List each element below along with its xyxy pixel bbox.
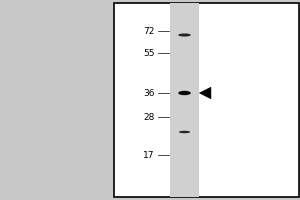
Bar [114,3,298,197]
Text: 17: 17 [143,151,154,160]
Ellipse shape [178,91,191,95]
Text: 72: 72 [143,26,154,36]
Ellipse shape [178,33,191,37]
Ellipse shape [179,131,190,133]
Polygon shape [200,87,211,99]
Bar [170,3,199,197]
Text: 28: 28 [143,112,154,121]
Text: 36: 36 [143,88,154,98]
Text: 55: 55 [143,48,154,58]
